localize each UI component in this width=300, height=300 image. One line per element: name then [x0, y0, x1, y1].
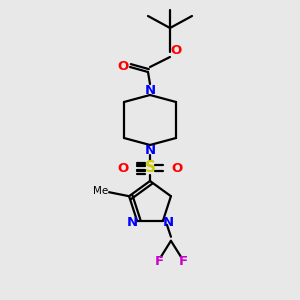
Text: F: F	[178, 255, 188, 268]
Text: N: N	[144, 143, 156, 157]
Text: O: O	[171, 161, 183, 175]
Text: S: S	[145, 160, 155, 175]
Text: N: N	[144, 83, 156, 97]
Text: Me: Me	[94, 186, 109, 196]
Text: O: O	[117, 161, 129, 175]
Text: O: O	[170, 44, 182, 58]
Text: F: F	[154, 255, 164, 268]
Text: O: O	[117, 59, 129, 73]
Text: N: N	[162, 216, 173, 229]
Text: N: N	[127, 216, 138, 229]
